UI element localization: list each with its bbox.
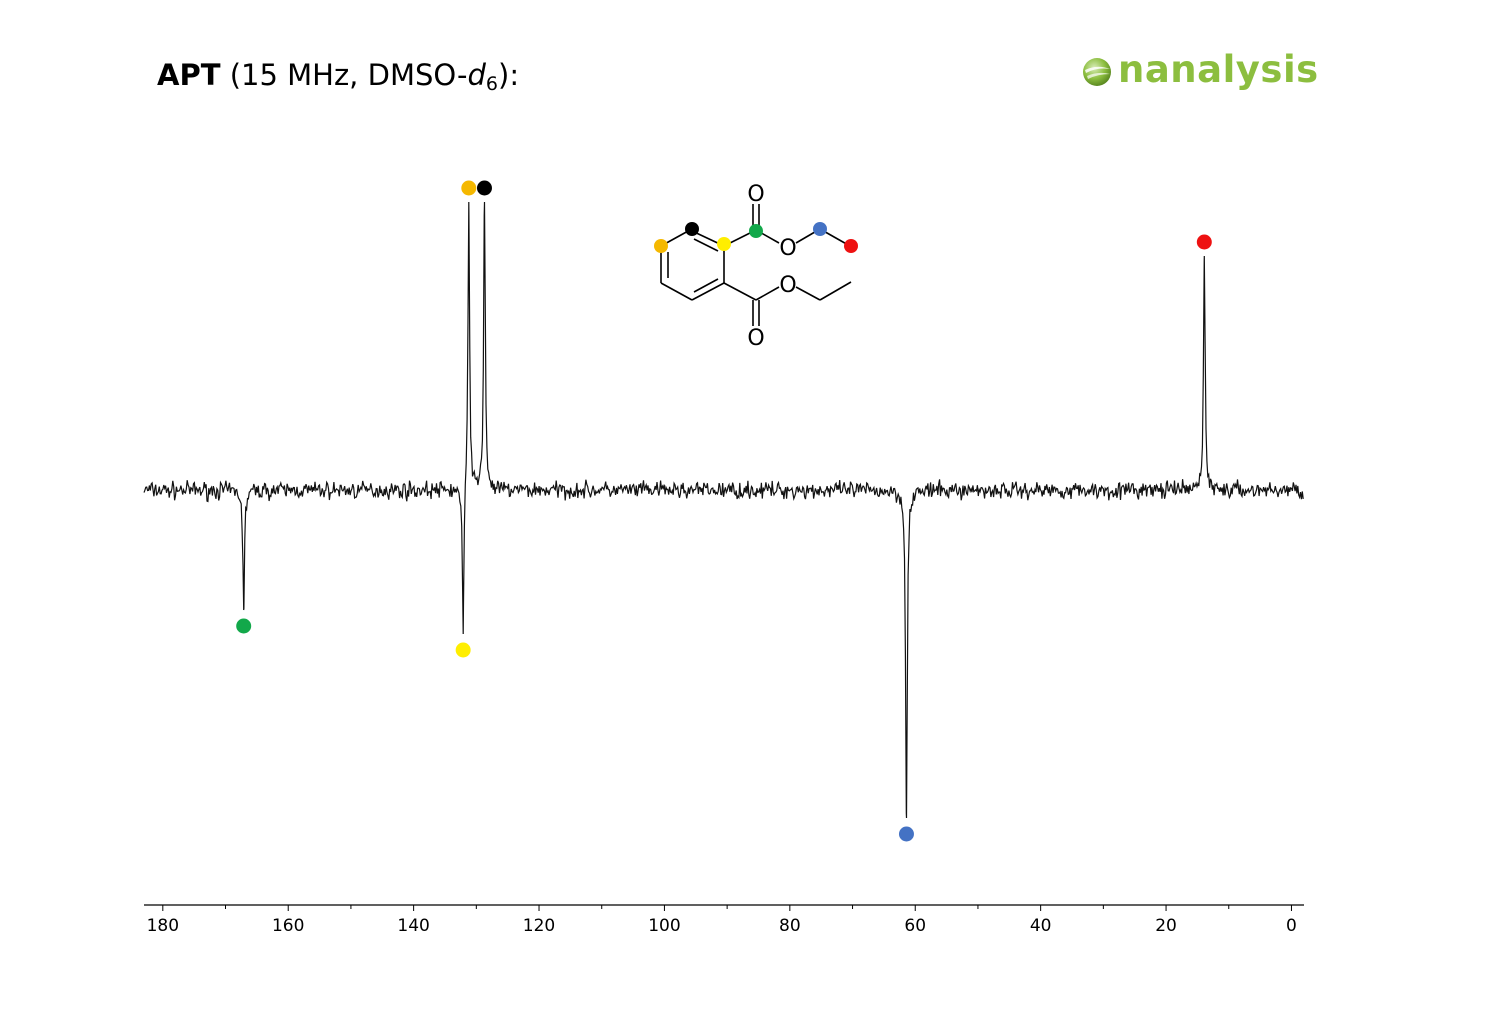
x-tick-label: 0 — [1286, 916, 1297, 936]
x-tick-label: 180 — [147, 916, 179, 936]
title-end: ): — [498, 58, 520, 92]
peak-marker — [1196, 234, 1212, 250]
peak-markers — [236, 180, 1212, 842]
structure-marker-red — [844, 239, 858, 253]
structure-color-markers — [654, 222, 858, 253]
molecule-structure — [660, 204, 852, 326]
title-experiment: APT — [157, 58, 221, 92]
spectrum-trace — [143, 201, 1304, 819]
structure-marker-green — [749, 224, 763, 238]
spectrum-title: APT (15 MHz, DMSO-d6): — [157, 58, 519, 95]
structure-marker-yellow — [717, 237, 731, 251]
title-solvent-italic: d — [467, 58, 486, 92]
x-tick-label: 80 — [779, 916, 801, 936]
x-tick-label: 40 — [1030, 916, 1052, 936]
x-tick-label: 60 — [904, 916, 926, 936]
structure-marker-orange — [654, 239, 668, 253]
title-solvent-subscript: 6 — [485, 73, 498, 95]
logo-text: nanalysis — [1118, 48, 1319, 91]
peak-marker — [898, 826, 914, 842]
structure-marker-black — [685, 222, 699, 236]
x-axis-ticks: 180 160 140 120 100 80 60 40 20 0 — [147, 905, 1297, 936]
structure-atom-labels: O O O O — [747, 182, 796, 351]
atom-label-o-ether-bottom: O — [779, 273, 796, 298]
peak-marker — [476, 180, 492, 196]
peak-marker — [236, 618, 252, 634]
x-tick-label: 140 — [397, 916, 429, 936]
x-tick-label: 20 — [1155, 916, 1177, 936]
x-tick-label: 100 — [648, 916, 680, 936]
atom-label-o-carbonyl-bottom: O — [747, 326, 764, 351]
atom-label-o-carbonyl-top: O — [747, 182, 764, 207]
title-conditions: (15 MHz, DMSO- — [220, 58, 468, 92]
structure-marker-blue — [813, 222, 827, 236]
logo-sphere-icon — [1083, 58, 1111, 86]
x-tick-label: 160 — [272, 916, 304, 936]
peak-marker — [461, 180, 477, 196]
peak-marker — [455, 642, 471, 658]
x-tick-label: 120 — [523, 916, 555, 936]
atom-label-o-ether-top: O — [779, 236, 796, 261]
